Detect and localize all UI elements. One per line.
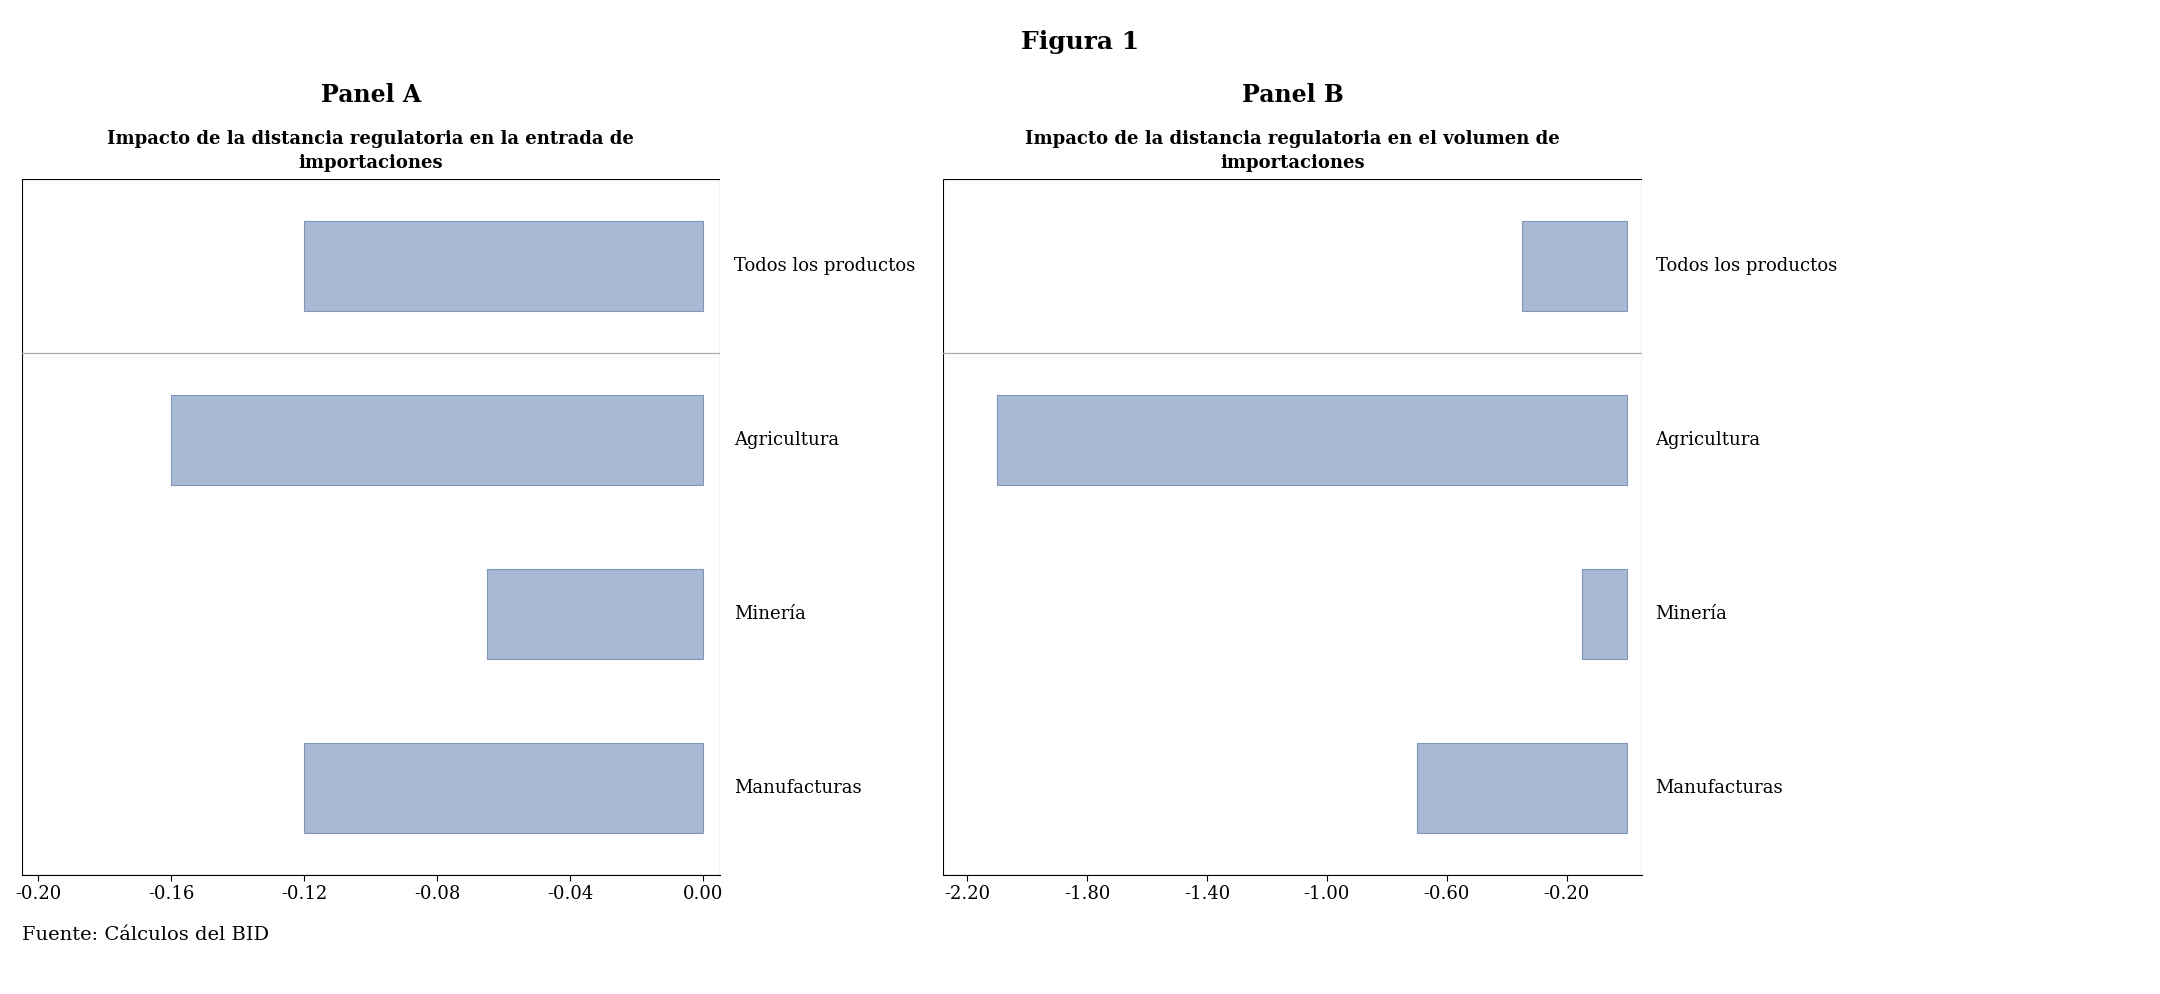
Bar (305, 221, 704, 311)
Bar (1417, 743, 1626, 833)
Text: Agricultura: Agricultura (1655, 430, 1760, 449)
Text: Todos los productos: Todos los productos (1655, 256, 1836, 275)
Text: Agricultura: Agricultura (734, 430, 838, 449)
Text: Panel B: Panel B (1242, 83, 1344, 106)
Text: Panel A: Panel A (320, 83, 421, 106)
Bar (171, 395, 704, 485)
Text: Minería: Minería (734, 604, 806, 623)
Text: Minería: Minería (1655, 604, 1728, 623)
Title: Impacto de la distancia regulatoria en el volumen de
importaciones: Impacto de la distancia regulatoria en e… (1026, 130, 1560, 172)
Text: Fuente: Cálculos del BID: Fuente: Cálculos del BID (22, 926, 268, 944)
Text: Figura 1: Figura 1 (1022, 30, 1138, 54)
Bar (305, 743, 704, 833)
Text: Manufacturas: Manufacturas (1655, 778, 1784, 797)
Bar (1581, 569, 1626, 659)
FancyBboxPatch shape (22, 179, 719, 875)
FancyBboxPatch shape (944, 179, 1642, 875)
Text: Todos los productos: Todos los productos (734, 256, 916, 275)
Bar (998, 395, 1626, 485)
Text: Manufacturas: Manufacturas (734, 778, 862, 797)
Title: Impacto de la distancia regulatoria en la entrada de
importaciones: Impacto de la distancia regulatoria en l… (108, 130, 635, 172)
Bar (488, 569, 704, 659)
Bar (1523, 221, 1626, 311)
